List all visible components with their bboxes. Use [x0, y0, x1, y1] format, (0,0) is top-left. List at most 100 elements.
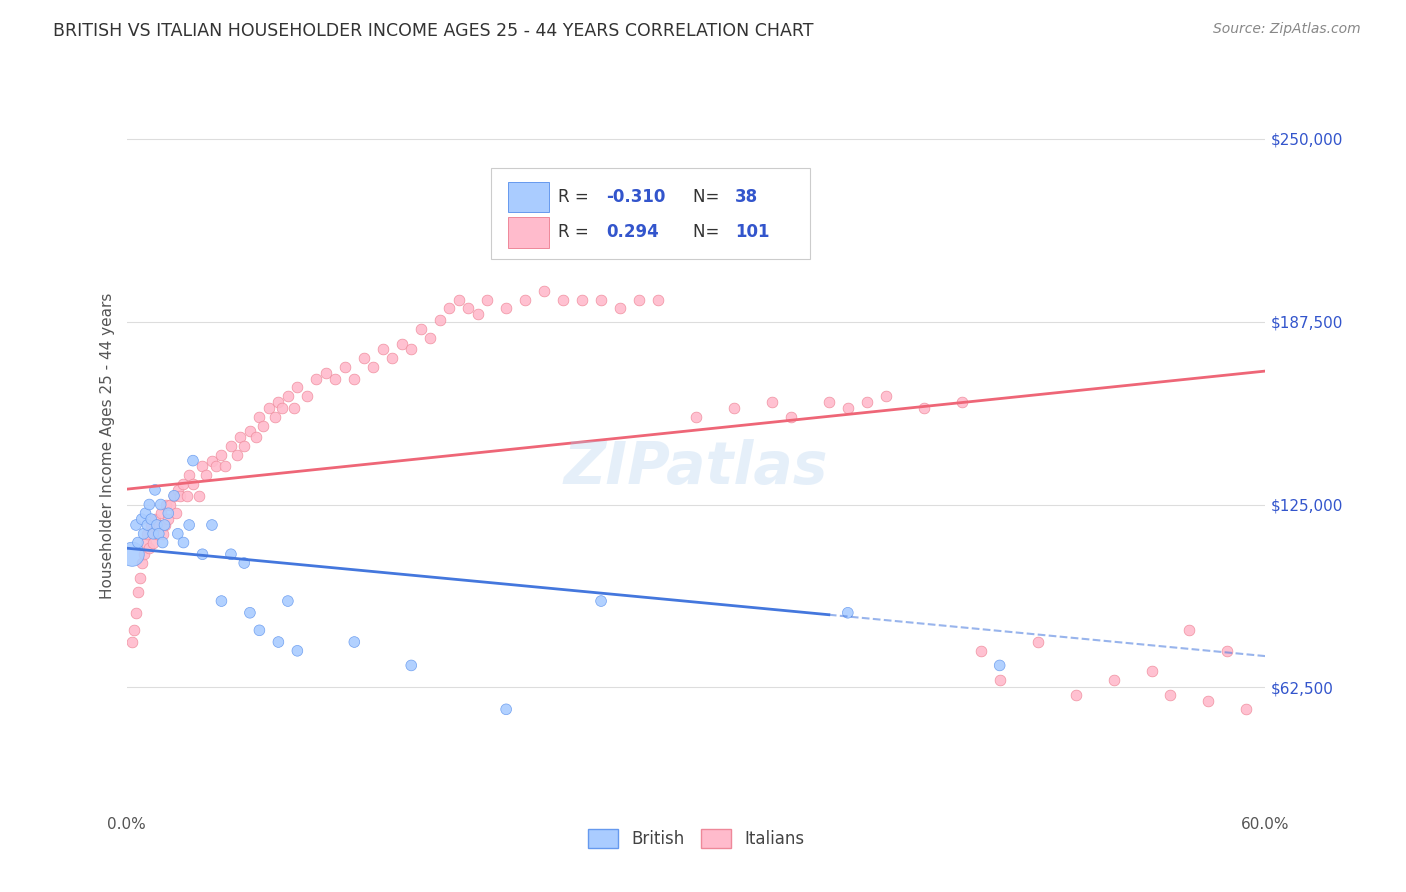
Point: [315, 366, 337, 380]
Point: [153, 518, 176, 533]
Point: [1064, 688, 1087, 702]
Point: [1236, 702, 1258, 716]
Point: [447, 293, 470, 307]
Text: 101: 101: [735, 223, 769, 241]
Point: [143, 512, 166, 526]
Legend: British, Italians: British, Italians: [581, 822, 811, 855]
Point: [323, 372, 347, 386]
Point: [148, 518, 170, 533]
Point: [381, 351, 404, 366]
Point: [571, 293, 593, 307]
Point: [157, 506, 180, 520]
Point: [138, 498, 160, 512]
Point: [1198, 693, 1220, 707]
Text: ZIPatlаs: ZIPatlаs: [564, 440, 828, 497]
Point: [628, 293, 651, 307]
Point: [135, 535, 156, 549]
Point: [495, 301, 517, 316]
Point: [343, 372, 366, 386]
Point: [333, 359, 356, 374]
Point: [591, 594, 613, 608]
Point: [875, 389, 897, 403]
Point: [132, 526, 155, 541]
Point: [132, 547, 155, 561]
Y-axis label: Householder Income Ages 25 - 44 years: Householder Income Ages 25 - 44 years: [100, 293, 115, 599]
Point: [166, 483, 188, 497]
Point: [143, 483, 166, 497]
Point: [283, 401, 305, 415]
Point: [249, 624, 271, 638]
Point: [515, 293, 537, 307]
Point: [419, 331, 441, 345]
Text: -0.310: -0.310: [606, 188, 665, 206]
Point: [201, 518, 224, 533]
Text: R =: R =: [558, 188, 595, 206]
Point: [761, 395, 783, 409]
Point: [257, 401, 280, 415]
Point: [837, 606, 859, 620]
Point: [855, 395, 877, 409]
Point: [553, 293, 575, 307]
Point: [179, 518, 201, 533]
Point: [187, 489, 209, 503]
Point: [127, 585, 149, 599]
Point: [277, 594, 299, 608]
Point: [166, 526, 188, 541]
Point: [229, 430, 252, 444]
Point: [191, 547, 214, 561]
Text: R =: R =: [558, 223, 599, 241]
Point: [287, 380, 309, 394]
Point: [818, 395, 841, 409]
Point: [263, 409, 285, 424]
Point: [146, 526, 169, 541]
Point: [152, 526, 174, 541]
Point: [136, 526, 159, 541]
Point: [267, 395, 290, 409]
Point: [176, 489, 198, 503]
Point: [277, 389, 299, 403]
Point: [136, 518, 159, 533]
Point: [181, 477, 204, 491]
Point: [169, 489, 191, 503]
Point: [172, 535, 194, 549]
Text: 0.294: 0.294: [606, 223, 659, 241]
Point: [127, 535, 149, 549]
Point: [153, 518, 176, 533]
Point: [219, 547, 242, 561]
Point: [353, 351, 375, 366]
Point: [141, 512, 163, 526]
Point: [950, 395, 973, 409]
Point: [135, 506, 156, 520]
Point: [1026, 635, 1049, 649]
Point: [172, 477, 194, 491]
Point: [211, 448, 233, 462]
Point: [391, 336, 413, 351]
Point: [204, 459, 226, 474]
Point: [128, 571, 150, 585]
Point: [214, 459, 236, 474]
Point: [723, 401, 745, 415]
Point: [179, 468, 201, 483]
Point: [363, 359, 385, 374]
Point: [267, 635, 290, 649]
Point: [457, 301, 479, 316]
Point: [591, 293, 613, 307]
Point: [155, 498, 177, 512]
Point: [837, 401, 859, 415]
Point: [141, 518, 163, 533]
Point: [429, 313, 451, 327]
Text: N=: N=: [693, 188, 724, 206]
FancyBboxPatch shape: [491, 168, 810, 260]
Point: [401, 658, 423, 673]
Point: [142, 526, 165, 541]
Point: [121, 547, 143, 561]
Point: [970, 644, 993, 658]
Point: [152, 535, 174, 549]
Point: [131, 512, 153, 526]
FancyBboxPatch shape: [508, 217, 550, 248]
Point: [157, 512, 180, 526]
Point: [159, 498, 181, 512]
Point: [1178, 624, 1201, 638]
Point: [122, 624, 145, 638]
Point: [239, 606, 262, 620]
